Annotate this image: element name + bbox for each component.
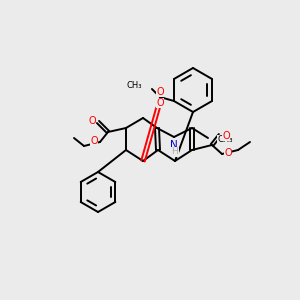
Text: CH₃: CH₃	[126, 80, 142, 89]
Text: O: O	[88, 116, 96, 126]
Text: O: O	[90, 136, 98, 146]
Text: N: N	[170, 140, 178, 150]
Text: H: H	[172, 148, 178, 157]
Text: O: O	[224, 148, 232, 158]
Text: O: O	[156, 87, 164, 97]
Text: CH₃: CH₃	[217, 136, 233, 145]
Text: O: O	[222, 131, 230, 141]
Text: O: O	[156, 98, 164, 108]
